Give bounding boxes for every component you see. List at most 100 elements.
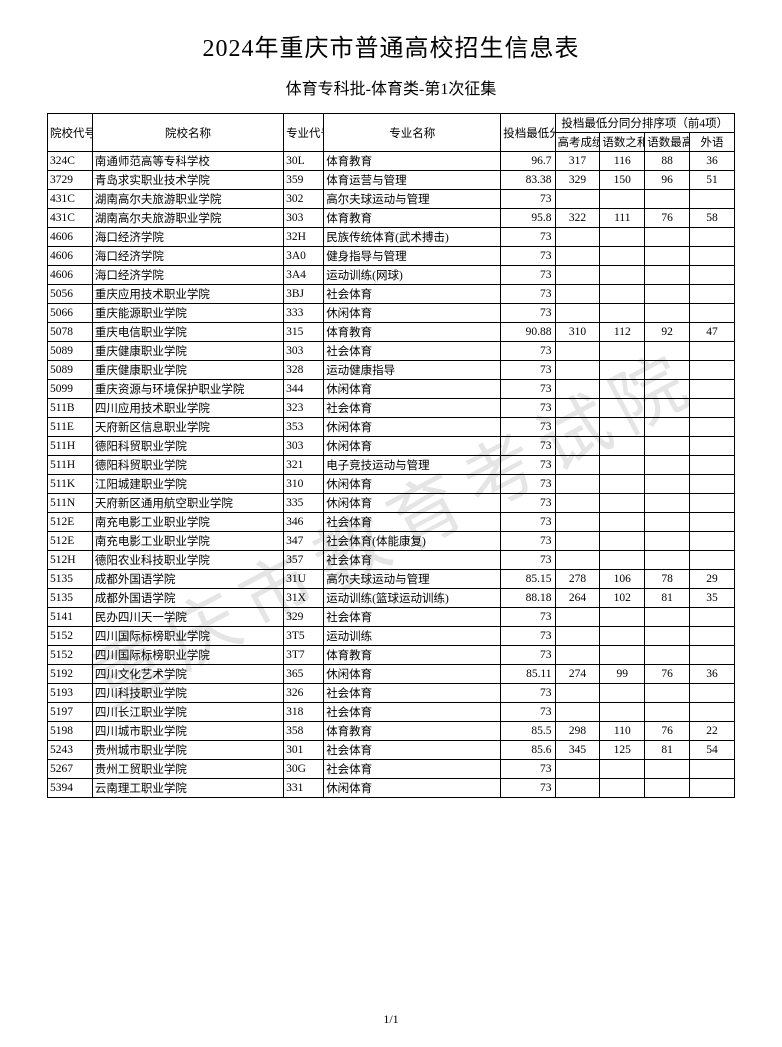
cell-mname: 休闲体育 <box>324 437 501 456</box>
table-row: 512E南充电影工业职业学院346社会体育73 <box>48 513 735 532</box>
cell-s4 <box>690 627 735 646</box>
cell-mname: 民族传统体育(武术搏击) <box>324 228 501 247</box>
cell-name: 重庆电信职业学院 <box>92 323 283 342</box>
cell-name: 重庆健康职业学院 <box>92 342 283 361</box>
cell-s4 <box>690 475 735 494</box>
cell-min: 85.15 <box>501 570 555 589</box>
cell-s4 <box>690 779 735 798</box>
cell-s3: 76 <box>645 722 690 741</box>
cell-mcode: 303 <box>284 342 324 361</box>
col-major-name: 专业名称 <box>324 114 501 152</box>
cell-s4 <box>690 399 735 418</box>
cell-min: 73 <box>501 342 555 361</box>
cell-s4 <box>690 551 735 570</box>
cell-mname: 社会体育 <box>324 741 501 760</box>
cell-code: 5197 <box>48 703 93 722</box>
table-row: 431C湖南高尔夫旅游职业学院303体育教育95.83221117658 <box>48 209 735 228</box>
cell-s1 <box>555 399 600 418</box>
cell-name: 云南理工职业学院 <box>92 779 283 798</box>
table-row: 3729青岛求实职业技术学院359体育运营与管理83.383291509651 <box>48 171 735 190</box>
cell-s4 <box>690 513 735 532</box>
cell-s1 <box>555 551 600 570</box>
table-row: 431C湖南高尔夫旅游职业学院302高尔夫球运动与管理73 <box>48 190 735 209</box>
cell-s3: 76 <box>645 209 690 228</box>
cell-mcode: 3BJ <box>284 285 324 304</box>
cell-name: 重庆资源与环境保护职业学院 <box>92 380 283 399</box>
table-row: 5135成都外国语学院31X运动训练(篮球运动训练)88.18264102813… <box>48 589 735 608</box>
cell-name: 成都外国语学院 <box>92 589 283 608</box>
cell-code: 5192 <box>48 665 93 684</box>
cell-s2: 110 <box>600 722 645 741</box>
cell-s4 <box>690 646 735 665</box>
cell-code: 431C <box>48 190 93 209</box>
cell-mname: 休闲体育 <box>324 418 501 437</box>
cell-s2 <box>600 513 645 532</box>
cell-s3 <box>645 760 690 779</box>
cell-s2 <box>600 228 645 247</box>
cell-min: 73 <box>501 266 555 285</box>
cell-mname: 高尔夫球运动与管理 <box>324 190 501 209</box>
cell-s4 <box>690 437 735 456</box>
cell-mname: 社会体育 <box>324 285 501 304</box>
cell-mcode: 335 <box>284 494 324 513</box>
table-row: 511N天府新区通用航空职业学院335休闲体育73 <box>48 494 735 513</box>
cell-min: 73 <box>501 760 555 779</box>
cell-s3 <box>645 551 690 570</box>
cell-min: 73 <box>501 532 555 551</box>
cell-min: 73 <box>501 551 555 570</box>
cell-s4: 58 <box>690 209 735 228</box>
admissions-table-wrap: 院校代号 院校名称 专业代号 专业名称 投档最低分 投档最低分同分排序项（前4项… <box>47 113 735 798</box>
cell-s2 <box>600 779 645 798</box>
cell-s1 <box>555 266 600 285</box>
cell-mname: 社会体育 <box>324 608 501 627</box>
cell-name: 四川文化艺术学院 <box>92 665 283 684</box>
col-min-score: 投档最低分 <box>501 114 555 152</box>
cell-min: 73 <box>501 703 555 722</box>
cell-mcode: 30G <box>284 760 324 779</box>
col-foreign: 外语 <box>690 133 735 152</box>
cell-s3 <box>645 418 690 437</box>
cell-code: 511H <box>48 456 93 475</box>
table-row: 5193四川科技职业学院326社会体育73 <box>48 684 735 703</box>
table-row: 511K江阳城建职业学院310休闲体育73 <box>48 475 735 494</box>
cell-s1 <box>555 532 600 551</box>
cell-mname: 休闲体育 <box>324 665 501 684</box>
cell-code: 512E <box>48 513 93 532</box>
cell-s4 <box>690 684 735 703</box>
cell-s1 <box>555 779 600 798</box>
cell-name: 南充电影工业职业学院 <box>92 513 283 532</box>
cell-s2: 150 <box>600 171 645 190</box>
cell-s2 <box>600 266 645 285</box>
cell-mname: 体育教育 <box>324 722 501 741</box>
cell-name: 南通师范高等专科学校 <box>92 152 283 171</box>
cell-code: 5394 <box>48 779 93 798</box>
col-major-code: 专业代号 <box>284 114 324 152</box>
cell-mcode: 310 <box>284 475 324 494</box>
cell-s2 <box>600 247 645 266</box>
cell-min: 73 <box>501 646 555 665</box>
cell-s4 <box>690 608 735 627</box>
cell-s3: 81 <box>645 589 690 608</box>
cell-mname: 社会体育 <box>324 551 501 570</box>
cell-s2 <box>600 437 645 456</box>
cell-mcode: 3A0 <box>284 247 324 266</box>
cell-code: 4606 <box>48 247 93 266</box>
cell-mcode: 302 <box>284 190 324 209</box>
cell-mcode: 359 <box>284 171 324 190</box>
cell-mcode: 32H <box>284 228 324 247</box>
cell-min: 73 <box>501 437 555 456</box>
cell-s1 <box>555 437 600 456</box>
table-row: 511H德阳科贸职业学院321电子竞技运动与管理73 <box>48 456 735 475</box>
cell-code: 5141 <box>48 608 93 627</box>
table-row: 5089重庆健康职业学院328运动健康指导73 <box>48 361 735 380</box>
table-row: 5394云南理工职业学院331休闲体育73 <box>48 779 735 798</box>
cell-mcode: 353 <box>284 418 324 437</box>
cell-mcode: 358 <box>284 722 324 741</box>
cell-mname: 电子竞技运动与管理 <box>324 456 501 475</box>
cell-min: 85.11 <box>501 665 555 684</box>
cell-mname: 运动训练(篮球运动训练) <box>324 589 501 608</box>
cell-name: 江阳城建职业学院 <box>92 475 283 494</box>
admissions-table: 院校代号 院校名称 专业代号 专业名称 投档最低分 投档最低分同分排序项（前4项… <box>47 113 735 798</box>
table-row: 5243贵州城市职业学院301社会体育85.63451258154 <box>48 741 735 760</box>
cell-s2 <box>600 703 645 722</box>
